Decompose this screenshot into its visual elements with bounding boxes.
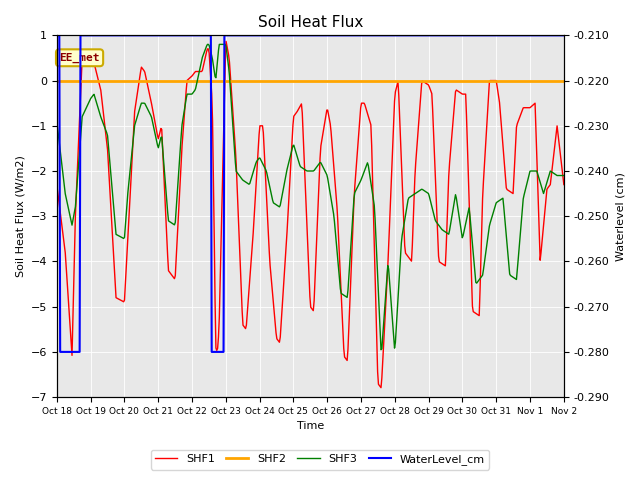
SHF1	[377, 385, 385, 391]
SHF1	[283, 229, 291, 235]
Line: SHF3: SHF3	[57, 44, 564, 350]
SHF3	[377, 347, 385, 353]
SHF1	[436, 260, 444, 265]
SHF1	[393, 82, 401, 88]
Line: SHF1: SHF1	[57, 41, 564, 388]
WaterLevel_cm	[392, 33, 400, 38]
Title: Soil Heat Flux: Soil Heat Flux	[258, 15, 363, 30]
SHF2	[53, 78, 61, 84]
SHF3	[143, 104, 150, 110]
Y-axis label: Soil Heat Flux (W/m2): Soil Heat Flux (W/m2)	[15, 156, 25, 277]
SHF3	[560, 173, 568, 179]
SHF3	[353, 186, 360, 192]
WaterLevel_cm	[283, 33, 291, 38]
Text: EE_met: EE_met	[60, 53, 100, 63]
SHF2	[143, 78, 150, 84]
SHF2	[352, 78, 360, 84]
SHF2	[183, 78, 191, 84]
SHF1	[183, 77, 191, 83]
SHF2	[435, 78, 442, 84]
SHF1	[143, 77, 150, 83]
SHF3	[436, 224, 444, 230]
Line: WaterLevel_cm: WaterLevel_cm	[57, 36, 564, 352]
SHF1	[353, 161, 360, 167]
Y-axis label: Waterlevel (cm): Waterlevel (cm)	[615, 172, 625, 261]
SHF3	[183, 91, 191, 97]
SHF1	[53, 182, 61, 188]
SHF3	[53, 119, 61, 124]
WaterLevel_cm	[353, 33, 360, 38]
WaterLevel_cm	[184, 33, 192, 38]
SHF2	[560, 78, 568, 84]
Legend: SHF1, SHF2, SHF3, WaterLevel_cm: SHF1, SHF2, SHF3, WaterLevel_cm	[151, 450, 489, 469]
SHF3	[393, 311, 401, 317]
WaterLevel_cm	[53, 33, 61, 38]
X-axis label: Time: Time	[297, 421, 324, 432]
SHF2	[392, 78, 399, 84]
WaterLevel_cm	[143, 33, 151, 38]
SHF1	[560, 182, 568, 188]
WaterLevel_cm	[56, 349, 64, 355]
SHF1	[222, 38, 230, 44]
SHF3	[283, 167, 291, 172]
WaterLevel_cm	[436, 33, 444, 38]
SHF2	[282, 78, 290, 84]
SHF3	[204, 41, 211, 47]
WaterLevel_cm	[560, 33, 568, 38]
